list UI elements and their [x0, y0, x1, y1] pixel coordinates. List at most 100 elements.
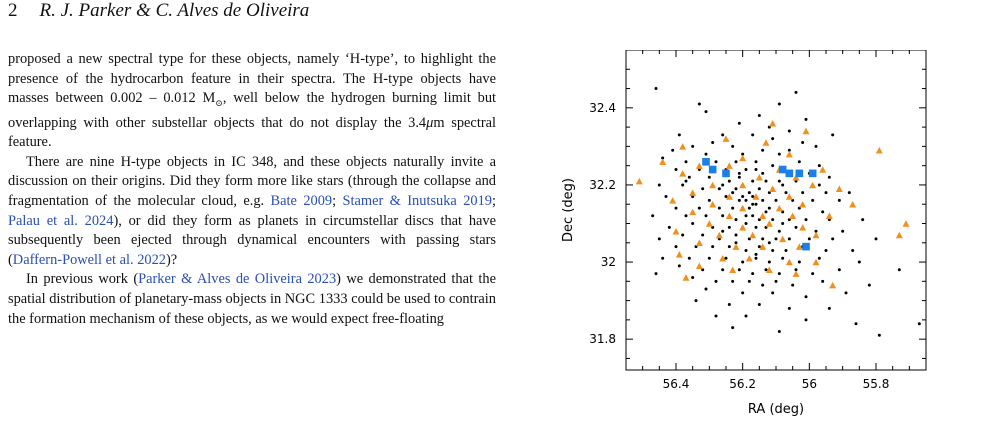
paragraph-text: , well below the hydrogen burning limit … — [8, 90, 497, 131]
dot-point — [761, 198, 765, 202]
triangle-point — [792, 270, 800, 277]
triangle-point — [709, 200, 717, 208]
triangle-point — [795, 243, 803, 250]
dot-point — [707, 256, 711, 260]
dot-point — [741, 152, 745, 156]
dot-point — [817, 183, 821, 187]
triangle-point — [765, 266, 773, 274]
running-authors: R. J. Parker & C. Alves de Oliveira — [39, 0, 310, 21]
dot-point — [751, 214, 755, 218]
paragraph-text: In previous work ( — [26, 271, 139, 288]
dot-point — [821, 279, 825, 283]
dot-point — [734, 241, 738, 245]
triangle-point — [739, 181, 747, 189]
dot-point — [737, 171, 741, 175]
dot-point — [757, 187, 761, 191]
triangle-point — [812, 258, 820, 266]
dot-point — [691, 221, 695, 225]
square-point — [722, 169, 730, 178]
citation-link[interactable]: Palau et al. 2024 — [8, 212, 114, 229]
dot-point — [731, 206, 735, 210]
dot-point — [654, 272, 658, 276]
y-axis-label: Dec (deg) — [561, 178, 576, 242]
paragraph-text: ; — [492, 193, 496, 210]
dot-point — [794, 225, 798, 229]
dot-point — [794, 268, 798, 272]
dot-point — [744, 198, 748, 202]
dot-point — [824, 191, 828, 195]
dot-point — [754, 225, 758, 229]
text-column: proposed a new spectral type for these o… — [8, 50, 496, 329]
dot-point — [777, 272, 781, 276]
dot-point — [681, 183, 685, 187]
dot-point — [751, 133, 755, 137]
triangle-point — [779, 235, 787, 243]
dot-point — [721, 183, 725, 187]
plot-frame — [625, 50, 927, 371]
dot-point — [717, 187, 721, 191]
dot-point — [874, 237, 878, 241]
dot-point — [657, 237, 661, 241]
dot-point — [824, 248, 828, 252]
dot-point — [794, 90, 798, 94]
dot-point — [777, 229, 781, 233]
dot-point — [697, 102, 701, 106]
dot-point — [804, 295, 808, 299]
dot-point — [751, 272, 755, 276]
square-point — [802, 242, 810, 251]
dot-point — [751, 179, 755, 183]
dot-point — [751, 202, 755, 206]
dot-point — [841, 229, 845, 233]
citation-link[interactable]: Stamer & Inutsuka 2019 — [342, 193, 492, 210]
dot-point — [707, 175, 711, 179]
dot-point — [761, 283, 765, 287]
dot-point — [767, 241, 771, 245]
dot-point — [704, 214, 708, 218]
scatter-plot: 56.4 56.2 56 55.8 31.8 32 32.2 32.4 RA (deg) De… — [561, 50, 927, 417]
dot-point — [677, 264, 681, 268]
dot-point — [681, 233, 685, 237]
dot-point — [757, 302, 761, 306]
dot-point — [784, 191, 788, 195]
paragraph-text: There are nine H-type objects in IC 348,… — [8, 153, 496, 210]
dot-point — [764, 268, 768, 272]
dot-point — [721, 229, 725, 233]
dot-point — [737, 268, 741, 272]
triangle-point — [785, 150, 793, 158]
triangle-point — [739, 154, 747, 162]
body-paragraph-1: proposed a new spectral type for these o… — [8, 50, 496, 153]
dot-point — [844, 291, 848, 295]
y-tick-label: 32.2 — [589, 178, 616, 192]
dot-point — [757, 245, 761, 249]
triangle-point — [695, 262, 703, 270]
triangle-point — [809, 181, 817, 189]
triangle-point — [759, 243, 767, 250]
citation-link[interactable]: Bate 2009 — [270, 193, 333, 210]
dot-point — [761, 237, 765, 241]
dot-point — [701, 233, 705, 237]
dot-point — [654, 87, 658, 91]
dot-point — [827, 175, 831, 179]
dot-point — [731, 326, 735, 330]
dot-point — [781, 221, 785, 225]
dot-point — [771, 164, 775, 168]
triangle-point — [759, 212, 767, 220]
dot-point — [674, 168, 678, 172]
dot-point — [677, 133, 681, 137]
dot-point — [777, 102, 781, 106]
triangle-point — [875, 146, 883, 154]
dot-point — [764, 210, 768, 214]
dot-point — [661, 256, 665, 260]
citation-link[interactable]: Parker & Alves de Oliveira 2023 — [138, 271, 337, 288]
dot-point — [837, 268, 841, 272]
triangle-point — [902, 220, 910, 227]
dot-point — [691, 144, 695, 148]
triangle-point — [679, 170, 687, 177]
dot-point — [704, 287, 708, 291]
scatter-figure: 56.4 56.2 56 55.8 31.8 32 32.2 32.4 RA (deg) De… — [540, 50, 988, 444]
citation-link[interactable]: Daffern-Powell et al. 2022 — [12, 251, 166, 268]
triangle-point — [819, 166, 827, 173]
dot-point — [734, 160, 738, 164]
dot-point — [711, 141, 715, 145]
triangle-point — [769, 185, 777, 193]
